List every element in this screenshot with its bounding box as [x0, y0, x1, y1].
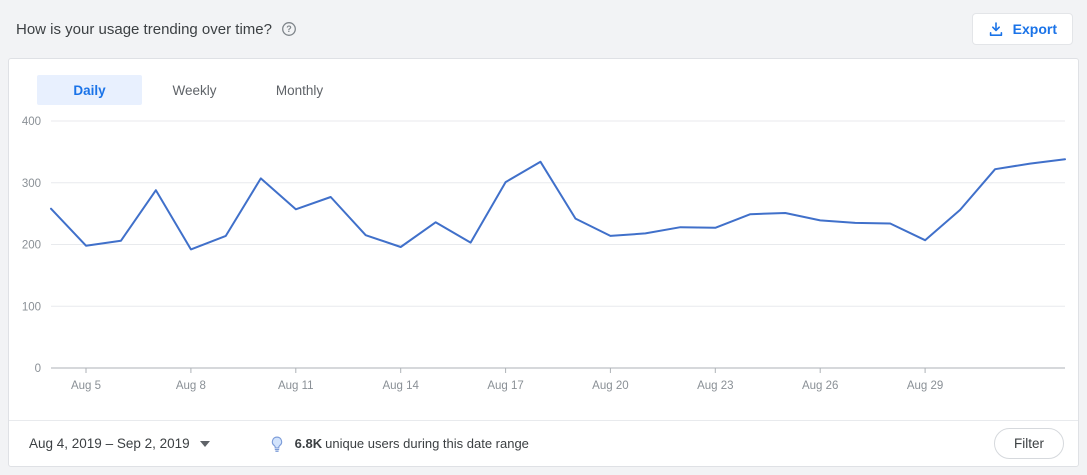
insight-note: 6.8K unique users during this date range	[268, 435, 529, 453]
export-button-label: Export	[1012, 21, 1057, 37]
unique-users-text: unique users during this date range	[325, 436, 529, 451]
svg-text:Aug 8: Aug 8	[176, 380, 206, 392]
page-title: How is your usage trending over time?	[16, 20, 272, 38]
chart-area: 0 100 200 300 400 Aug 5 Aug 8 Aug 11 Aug 14 Aug 1…	[9, 105, 1078, 420]
caret-down-icon	[199, 440, 210, 447]
date-range-label: Aug 4, 2019 – Sep 2, 2019	[29, 436, 190, 451]
svg-text:Aug 5: Aug 5	[71, 380, 101, 392]
svg-text:0: 0	[35, 363, 41, 375]
download-icon	[988, 21, 1004, 37]
lightbulb-icon	[268, 435, 286, 453]
usage-line-chart: 0 100 200 300 400 Aug 5 Aug 8 Aug 11 Aug 14 Aug 1…	[22, 116, 1066, 392]
svg-text:Aug 20: Aug 20	[592, 380, 628, 392]
usage-trend-card: Daily Weekly Monthly 0 100 200 300 400 Aug 5 A…	[8, 58, 1079, 467]
filter-button[interactable]: Filter	[994, 428, 1064, 459]
svg-text:Aug 29: Aug 29	[907, 380, 943, 392]
svg-text:Aug 14: Aug 14	[382, 380, 419, 392]
top-bar: How is your usage trending over time? ? …	[0, 0, 1087, 58]
tab-monthly[interactable]: Monthly	[275, 82, 324, 98]
svg-text:?: ?	[286, 24, 292, 34]
svg-text:Aug 11: Aug 11	[278, 380, 314, 392]
svg-text:Aug 17: Aug 17	[487, 380, 523, 392]
export-button[interactable]: Export	[971, 13, 1073, 45]
svg-text:200: 200	[22, 240, 41, 252]
tab-weekly[interactable]: Weekly	[172, 82, 217, 98]
svg-text:400: 400	[22, 116, 41, 128]
date-range-selector[interactable]: Aug 4, 2019 – Sep 2, 2019	[29, 436, 210, 451]
svg-text:300: 300	[22, 178, 41, 190]
card-footer: Aug 4, 2019 – Sep 2, 2019 6.8K unique use…	[9, 420, 1078, 466]
tab-daily[interactable]: Daily	[37, 75, 142, 105]
unique-users-value: 6.8K	[294, 436, 323, 451]
svg-text:Aug 23: Aug 23	[697, 380, 733, 392]
svg-text:100: 100	[22, 301, 41, 313]
help-circle-icon[interactable]: ?	[281, 21, 297, 37]
granularity-tabs: Daily Weekly Monthly	[9, 59, 1078, 105]
svg-text:Aug 26: Aug 26	[802, 380, 838, 392]
